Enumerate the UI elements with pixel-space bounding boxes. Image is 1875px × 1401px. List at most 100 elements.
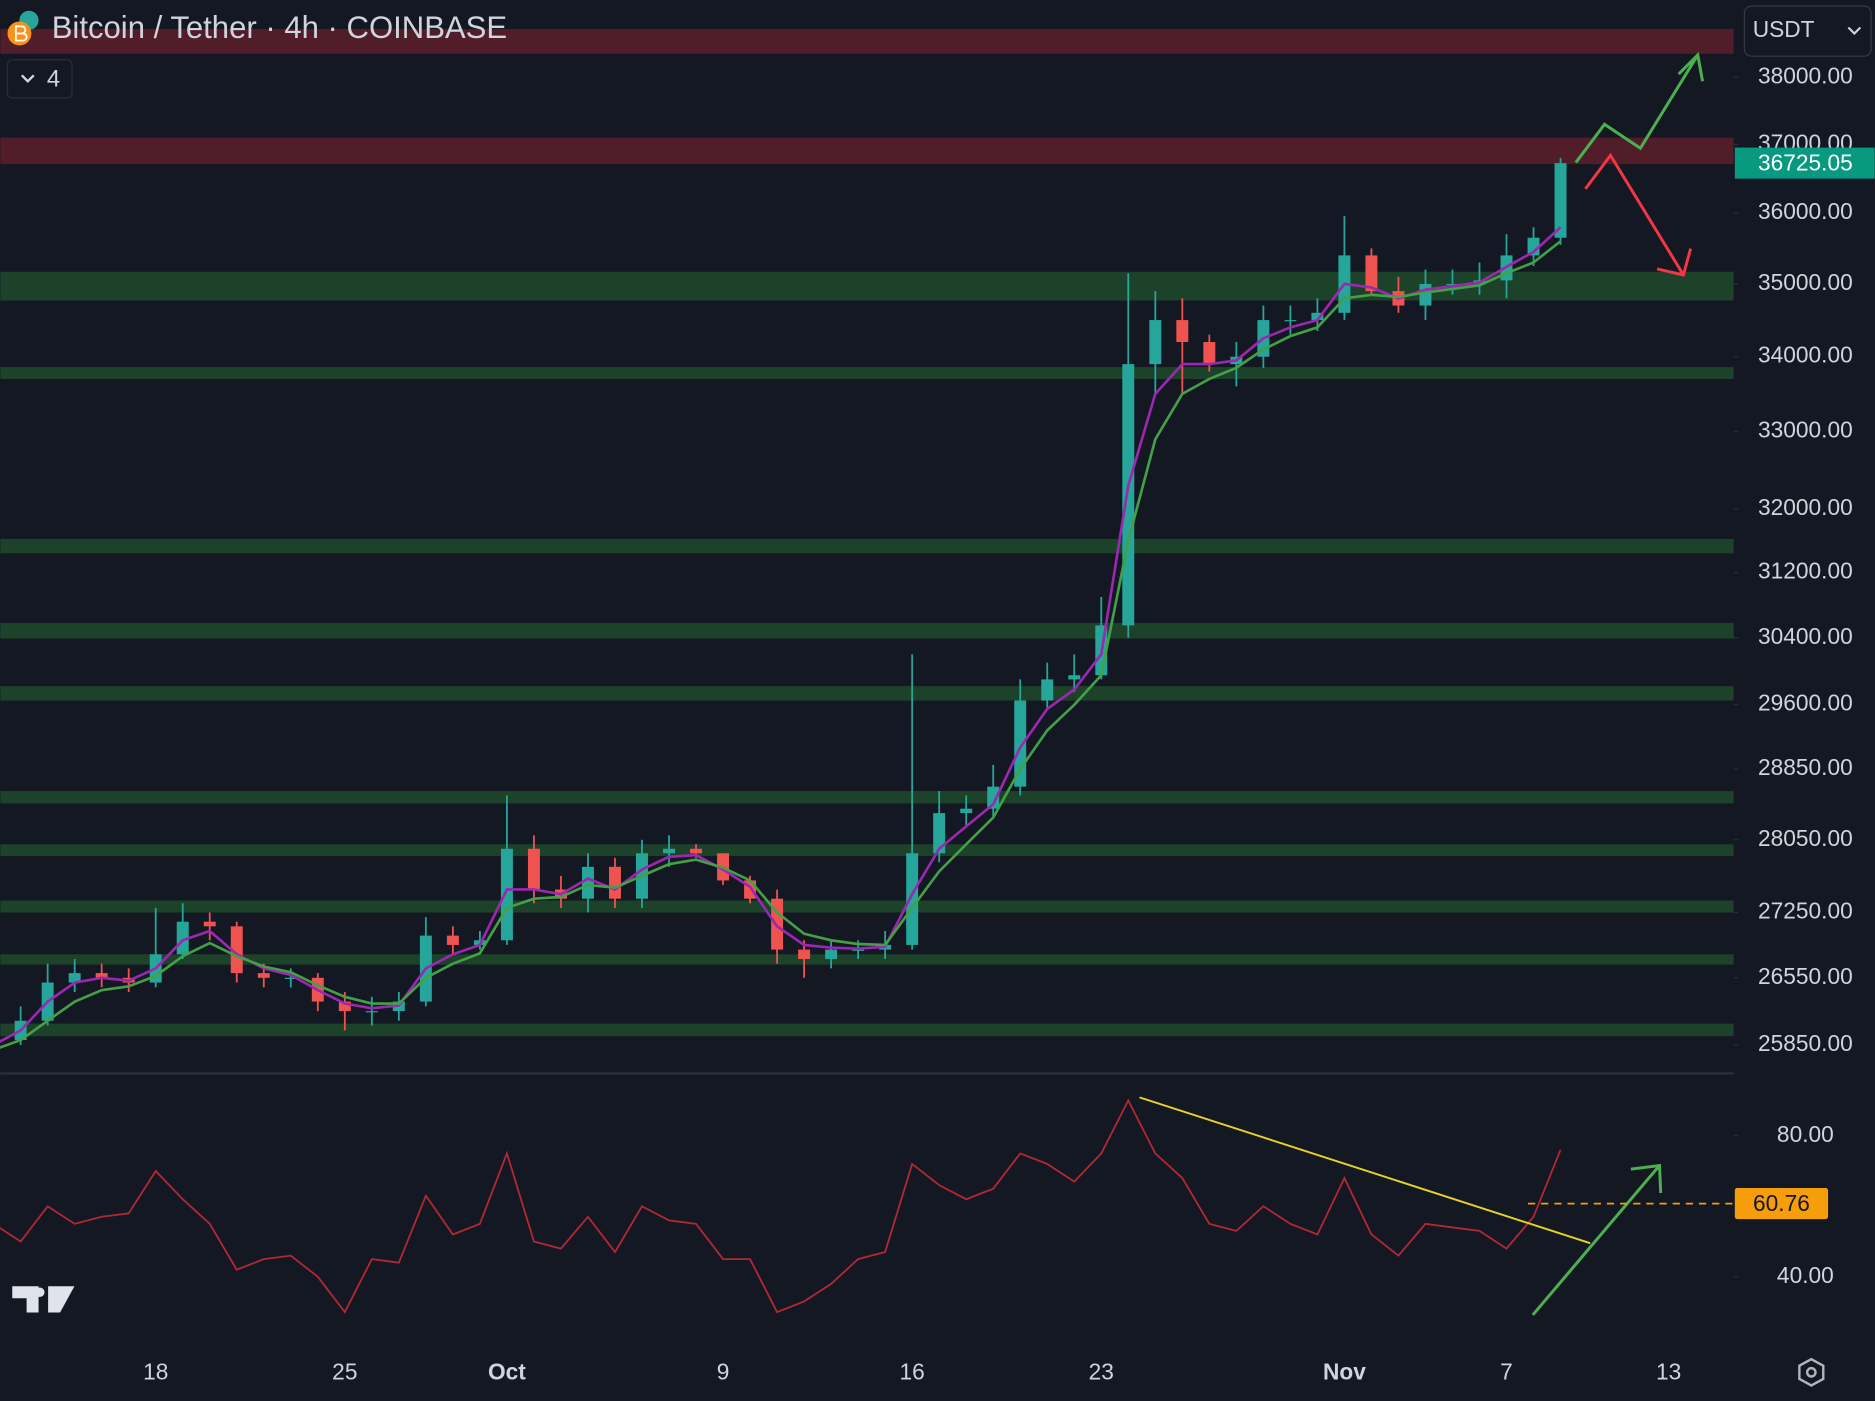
candle-body: [1446, 283, 1459, 286]
candle-body: [852, 949, 865, 951]
logo: [12, 1286, 75, 1313]
currency-label: USDT: [1753, 16, 1815, 42]
marks: [0, 158, 1567, 1314]
candle-body: [960, 808, 973, 814]
candle-body: [1311, 312, 1324, 321]
x-tick-label: Oct: [488, 1359, 526, 1385]
x-tick-label: 7: [1500, 1359, 1513, 1385]
candle-body: [1149, 320, 1162, 365]
candle-body: [609, 866, 621, 899]
candle-body: [95, 973, 108, 978]
candle-body: [1176, 320, 1189, 343]
candle-body: [500, 848, 513, 941]
rsi-arrow: [1531, 1164, 1661, 1316]
candle-body: [690, 848, 703, 854]
price-zone: [0, 367, 1734, 379]
rsi-trendline: [1139, 1096, 1591, 1245]
x-tick-label: 23: [1089, 1359, 1114, 1385]
price-zone: [0, 900, 1734, 913]
candle-body: [365, 1011, 378, 1013]
candle-body: [825, 949, 838, 959]
price-zone: [0, 622, 1734, 639]
price-zone: [0, 844, 1734, 856]
logo-dot: [34, 1287, 45, 1298]
x-tick-label: 25: [332, 1359, 357, 1385]
price-zone: [0, 29, 1734, 54]
y-tick-label: 25850.00: [1758, 1030, 1853, 1056]
candle-body: [581, 866, 594, 899]
candle-body: [1203, 342, 1216, 365]
price-zone: [0, 1023, 1734, 1037]
candle-body: [338, 1001, 351, 1012]
indicator-toggle[interactable]: [6, 59, 73, 99]
last-price-label: 36725.05: [1758, 149, 1853, 175]
y-tick-label: 35000.00: [1758, 269, 1853, 295]
price-zone: [0, 538, 1734, 554]
y-tick-label: 36000.00: [1758, 198, 1853, 224]
candle-body: [798, 949, 811, 959]
candle-body: [446, 935, 459, 945]
y-tick-label: 28850.00: [1758, 754, 1853, 780]
x-tick-label: 16: [900, 1359, 925, 1385]
down-arrow: [1584, 152, 1685, 276]
candle-body: [906, 853, 919, 945]
settings-icon[interactable]: [1798, 1357, 1825, 1387]
x-tick-label: 9: [717, 1359, 730, 1385]
bitcoin-glyph: [14, 25, 28, 42]
down-arrow-head: [1656, 248, 1693, 277]
y-tick-label: 31200.00: [1758, 558, 1853, 584]
x-tick-label: 18: [143, 1359, 168, 1385]
y-tick-label: 26550.00: [1758, 963, 1853, 989]
settings-icon-center: [1805, 1366, 1817, 1378]
y-tick-label: 30400.00: [1758, 623, 1853, 649]
rsi-marker-label: 60.76: [1753, 1190, 1810, 1216]
candle-body: [1554, 163, 1567, 238]
candle-body: [1068, 675, 1081, 680]
symbol-title: Bitcoin / Tether · 4h · COINBASE: [52, 10, 507, 45]
x-tick-label: Nov: [1323, 1359, 1366, 1385]
indicator-count: 4: [47, 65, 60, 92]
price-zone: [0, 791, 1734, 804]
y-tick-label: 33000.00: [1758, 417, 1853, 443]
y-tick-label: 34000.00: [1758, 342, 1853, 368]
candle-body: [1365, 255, 1378, 292]
y-tick-label: 38000.00: [1758, 62, 1853, 88]
candle-body: [987, 786, 1000, 809]
up-arrow-head: [1677, 51, 1705, 82]
price-zone: [0, 686, 1734, 701]
zones: [0, 29, 1734, 1037]
candle-body: [1122, 364, 1135, 626]
price-zone: [0, 954, 1734, 965]
candle-body: [933, 813, 946, 854]
y-tick-label: 27250.00: [1758, 897, 1853, 923]
last-price-tag: [1734, 147, 1875, 179]
rsi-arrow-head: [1630, 1163, 1663, 1194]
currency-select[interactable]: [1743, 5, 1872, 57]
rsi-line: [0, 1098, 1562, 1314]
x-tick-label: 13: [1656, 1359, 1681, 1385]
candle-body: [230, 926, 243, 974]
candle-body: [1041, 679, 1054, 701]
candle-body: [1527, 237, 1540, 256]
candle-body: [284, 977, 297, 980]
candle-body: [1419, 283, 1432, 306]
rsi-marker-tag: [1734, 1188, 1829, 1220]
price-zone: [0, 137, 1734, 165]
candle-body: [1014, 700, 1027, 787]
y-tick-label: 40.00: [1777, 1262, 1834, 1288]
y-tick-label: 80.00: [1777, 1121, 1834, 1147]
moving-average: [0, 240, 1562, 1049]
candle-body: [527, 848, 540, 890]
chevron: [1847, 26, 1862, 35]
y-tick-label: 29600.00: [1758, 690, 1853, 716]
chevron: [20, 74, 35, 83]
candle-body: [68, 973, 81, 983]
y-tick-label: 28050.00: [1758, 825, 1853, 851]
candle-body: [176, 921, 189, 955]
candle-body: [1284, 320, 1297, 322]
candle-body: [203, 921, 216, 927]
y-tick-label: 32000.00: [1758, 494, 1853, 520]
candle-body: [257, 973, 270, 978]
